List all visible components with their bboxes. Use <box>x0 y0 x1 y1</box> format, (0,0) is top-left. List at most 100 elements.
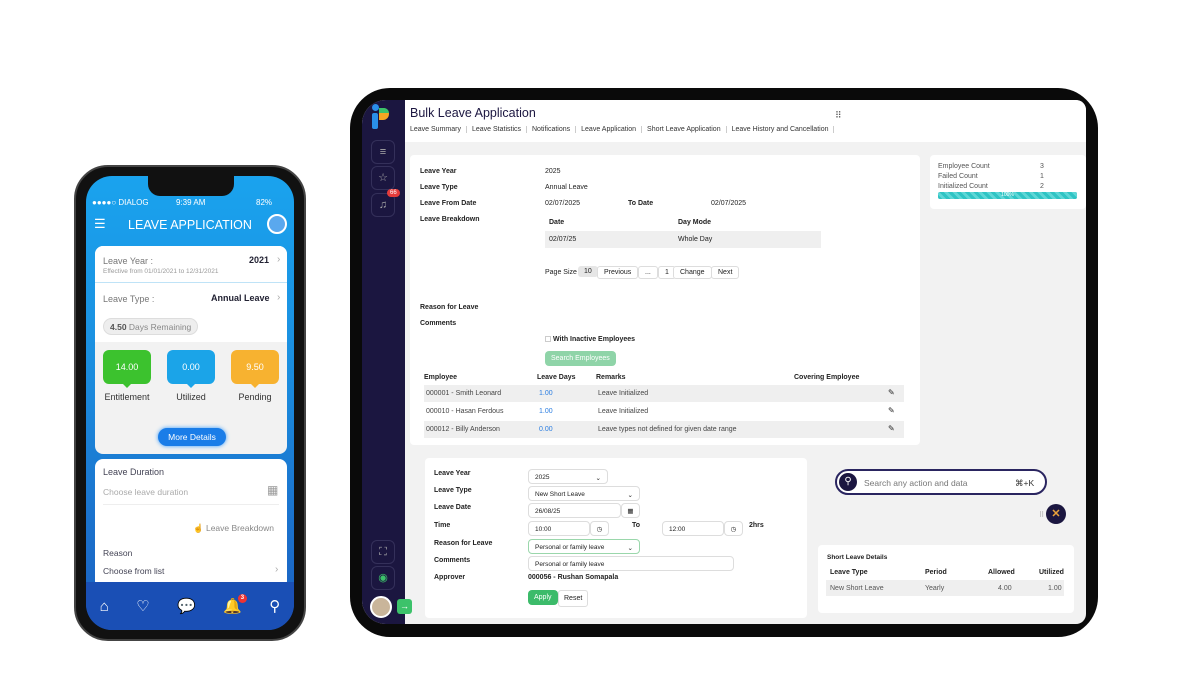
search-icon[interactable]: ⚲ <box>269 598 281 615</box>
mobile-phone: ●●●●○ DIALOG 9:39 AM 82% ☰ LEAVE APPLICA… <box>74 165 306 641</box>
reason-label: Reason for Leave <box>420 304 479 311</box>
col-covering: Covering Employee <box>794 374 860 381</box>
approver-value: 000056 - Rushan Somapala <box>528 574 619 581</box>
edit-icon[interactable]: ✎ <box>888 388 895 397</box>
inactive-checkbox[interactable] <box>545 336 551 342</box>
calendar-icon[interactable]: ▦ <box>621 503 640 518</box>
chevron-right-icon[interactable]: › <box>277 292 281 303</box>
leave-days-link[interactable]: 0.00 <box>539 426 553 433</box>
leave-year-value[interactable]: 2021 <box>249 255 270 265</box>
leave-form-card: Leave Duration Choose leave duration ▦ ☝… <box>95 459 287 589</box>
reason-select[interactable]: Personal or family leave ⌄ <box>528 539 640 554</box>
search-employees-button[interactable]: Search Employees <box>545 351 616 366</box>
progress-bar: 100% <box>938 192 1077 199</box>
page-ellipsis[interactable]: ... <box>638 266 658 279</box>
change-button[interactable]: Change <box>673 266 712 279</box>
user-avatar[interactable] <box>370 596 392 618</box>
failed-count: 1 <box>1040 173 1044 180</box>
initialized-count-label: Initialized Count <box>938 183 988 190</box>
col-remarks: Remarks <box>596 374 626 381</box>
stat-entitlement: 14.00 Entitlement <box>97 350 157 402</box>
edit-icon[interactable]: ✎ <box>888 424 895 433</box>
menu-icon[interactable]: ☰ <box>94 216 106 231</box>
comments-textarea[interactable]: Personal or family leave <box>528 556 734 571</box>
details-col-type: Leave Type <box>830 569 868 576</box>
tab-3[interactable]: Leave Application <box>576 126 643 133</box>
leave-duration-label: Leave Duration <box>103 467 165 477</box>
chevron-right-icon[interactable]: › <box>275 564 279 575</box>
more-details-button[interactable]: More Details <box>158 428 226 446</box>
chevron-right-icon[interactable]: › <box>277 254 281 265</box>
shortcut-hint: ⌘+K <box>1015 478 1035 488</box>
details-utilized: 1.00 <box>1048 585 1062 592</box>
short-type-label: Leave Type <box>434 487 472 494</box>
counts-card: Employee Count 3 Failed Count 1 Initiali… <box>930 155 1086 209</box>
from-date-value: 02/07/2025 <box>545 200 581 207</box>
avatar[interactable] <box>267 214 287 234</box>
progress-fill: 100% <box>938 192 1077 199</box>
search-icon[interactable]: ⚲ <box>839 473 857 491</box>
clock-icon[interactable]: ◷ <box>590 521 609 536</box>
from-time-input[interactable]: 10:00 <box>528 521 590 536</box>
breakdown-daymode: Whole Day <box>678 236 713 243</box>
to-time-input[interactable]: 12:00 <box>662 521 724 536</box>
favorites-icon[interactable]: ♡ <box>136 598 150 615</box>
tab-5[interactable]: Leave History and Cancellation <box>727 126 835 133</box>
tab-4[interactable]: Short Leave Application <box>642 126 727 133</box>
table-row: 000001 - Smith Leonard 1.00 Leave Initiali… <box>424 385 904 402</box>
stat-label: Pending <box>238 392 272 402</box>
short-year-select[interactable]: 2025 ⌄ <box>528 469 608 484</box>
leave-date-input[interactable]: 26/08/25 <box>528 503 621 518</box>
assistant-close-icon[interactable]: ✕ <box>1046 504 1066 524</box>
employee-count: 3 <box>1040 163 1044 170</box>
home-icon[interactable]: ⌂ <box>99 597 109 615</box>
leave-year-label: Leave Year : <box>103 256 154 266</box>
user-settings-icon[interactable]: ◉ <box>371 566 395 590</box>
drag-handle-icon[interactable]: ⠿ <box>1039 512 1045 519</box>
details-period: Yearly <box>925 585 945 592</box>
search-input[interactable]: Search any action and data <box>864 478 968 488</box>
chat-icon[interactable]: 💬 <box>177 598 196 615</box>
bell-icon[interactable]: ♫ <box>371 193 395 217</box>
leave-type-value[interactable]: Annual Leave <box>211 293 270 303</box>
table-row: 000012 - Billy Anderson 0.00 Leave types n… <box>424 421 904 438</box>
fullscreen-icon[interactable]: ⛶ <box>371 540 395 564</box>
leave-days-link[interactable]: 1.00 <box>539 408 553 415</box>
employee-cell: 000010 - Hasan Ferdous <box>426 408 504 415</box>
next-button[interactable]: Next <box>711 266 740 279</box>
leave-breakdown-link[interactable]: ☝ Leave Breakdown <box>193 523 275 533</box>
apply-button[interactable]: Apply <box>528 590 558 605</box>
tab-2[interactable]: Notifications <box>527 126 577 133</box>
bottom-nav: ⌂ ♡ 💬 🔔 3 ⚲ <box>86 582 294 630</box>
col-leave-days: Leave Days <box>537 374 576 381</box>
leave-duration-input[interactable]: Choose leave duration <box>103 487 189 497</box>
from-date-label: Leave From Date <box>420 200 477 207</box>
logout-icon[interactable]: → <box>397 599 412 614</box>
details-row: New Short Leave Yearly 4.00 1.00 <box>826 580 1064 596</box>
edit-icon[interactable]: ✎ <box>888 406 895 415</box>
remarks-cell: Leave Initialized <box>598 408 649 415</box>
previous-button[interactable]: Previous <box>597 266 639 279</box>
reset-button[interactable]: Reset <box>558 590 589 607</box>
leave-days-link[interactable]: 1.00 <box>539 390 553 397</box>
short-leave-details: Short Leave Details Leave Type Period Al… <box>818 545 1074 613</box>
short-type-select[interactable]: New Short Leave ⌄ <box>528 486 640 501</box>
tablet: ≡ ☆ ♫ 66 ⛶ ◉ → Bulk Leave Application ⠿ … <box>350 88 1098 637</box>
star-icon[interactable]: ☆ <box>371 166 395 190</box>
search-bar[interactable]: ⚲ Search any action and data ⌘+K <box>835 469 1047 495</box>
page-size-select[interactable]: 10 <box>578 266 598 277</box>
bell-icon[interactable]: 🔔 3 <box>223 594 247 615</box>
stat-pending: 9.50 Pending <box>225 350 285 402</box>
failed-count-label: Failed Count <box>938 173 978 180</box>
tab-0[interactable]: Leave Summary <box>405 126 467 133</box>
initialized-count: 2 <box>1040 183 1044 190</box>
tab-1[interactable]: Leave Statistics <box>467 126 527 133</box>
remarks-cell: Leave types not defined for given date r… <box>598 426 737 433</box>
breakdown-header-date: Date <box>549 219 565 226</box>
bulk-leave-card: Leave Year 2025 Leave Type Annual Leave … <box>410 155 920 445</box>
clock-icon[interactable]: ◷ <box>724 521 743 536</box>
filter-icon[interactable]: ≡ <box>371 140 395 164</box>
calendar-icon[interactable]: ▦ <box>267 483 279 497</box>
grid-icon[interactable]: ⠿ <box>835 110 842 120</box>
reason-select[interactable]: Choose from list <box>103 566 165 576</box>
